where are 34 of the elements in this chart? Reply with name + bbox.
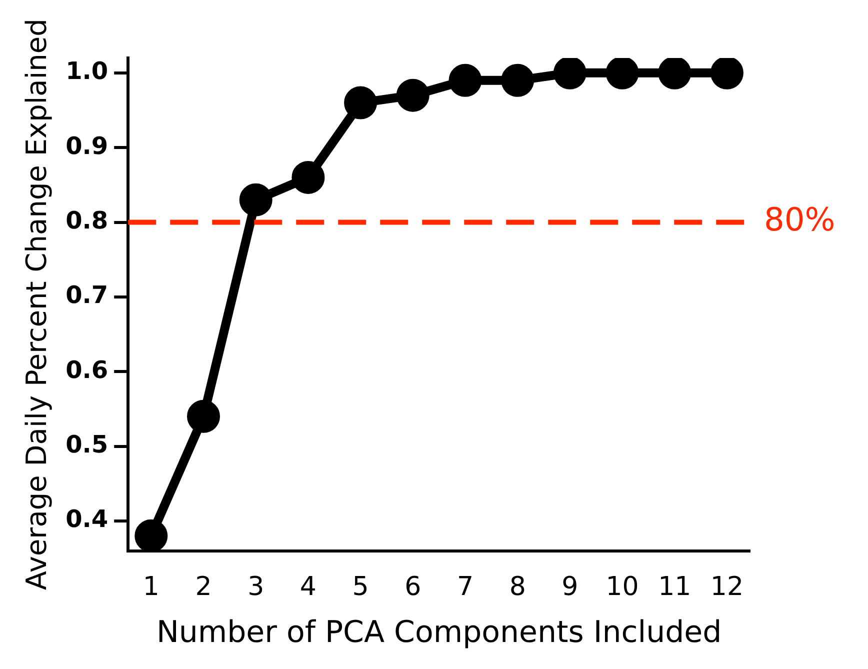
y-tick-label: 0.8 xyxy=(66,206,108,234)
point xyxy=(344,86,378,120)
point xyxy=(448,64,482,97)
point xyxy=(292,160,325,194)
point xyxy=(710,58,744,90)
x-tick-label: 10 xyxy=(606,572,639,602)
x-tick-label: 1 xyxy=(142,572,160,602)
x-tick-label: 5 xyxy=(352,572,369,602)
x-tick-label: 11 xyxy=(658,572,692,602)
point xyxy=(658,58,692,90)
y-tick-label: 0.7 xyxy=(66,281,108,310)
y-tick-label: 0.9 xyxy=(66,132,108,160)
x-tick-label: 7 xyxy=(456,572,474,602)
x-tick-label: 6 xyxy=(404,572,422,602)
ref-line-label: 80% xyxy=(764,200,836,239)
x-tick-label: 8 xyxy=(509,572,526,602)
x-tick-label: 9 xyxy=(562,572,578,602)
point xyxy=(606,58,639,90)
y-tick-label: 0.4 xyxy=(66,505,108,534)
point xyxy=(396,78,430,112)
y-axis-title: Average Daily Percent Change Explained xyxy=(20,18,54,590)
point xyxy=(553,58,586,90)
x-tick-label: 4 xyxy=(300,572,316,602)
x-tick-label: 3 xyxy=(248,572,264,602)
point xyxy=(239,183,272,216)
y-tick-label: 0.6 xyxy=(66,356,108,384)
point xyxy=(134,519,168,551)
y-tick-label: 1.0 xyxy=(66,57,108,86)
x-tick-label: 12 xyxy=(710,572,744,602)
point xyxy=(501,64,534,97)
x-tick-label: 2 xyxy=(195,572,212,602)
x-axis-title: Number of PCA Components Included xyxy=(156,614,722,650)
point xyxy=(186,400,220,433)
y-tick-label: 0.5 xyxy=(66,430,108,458)
